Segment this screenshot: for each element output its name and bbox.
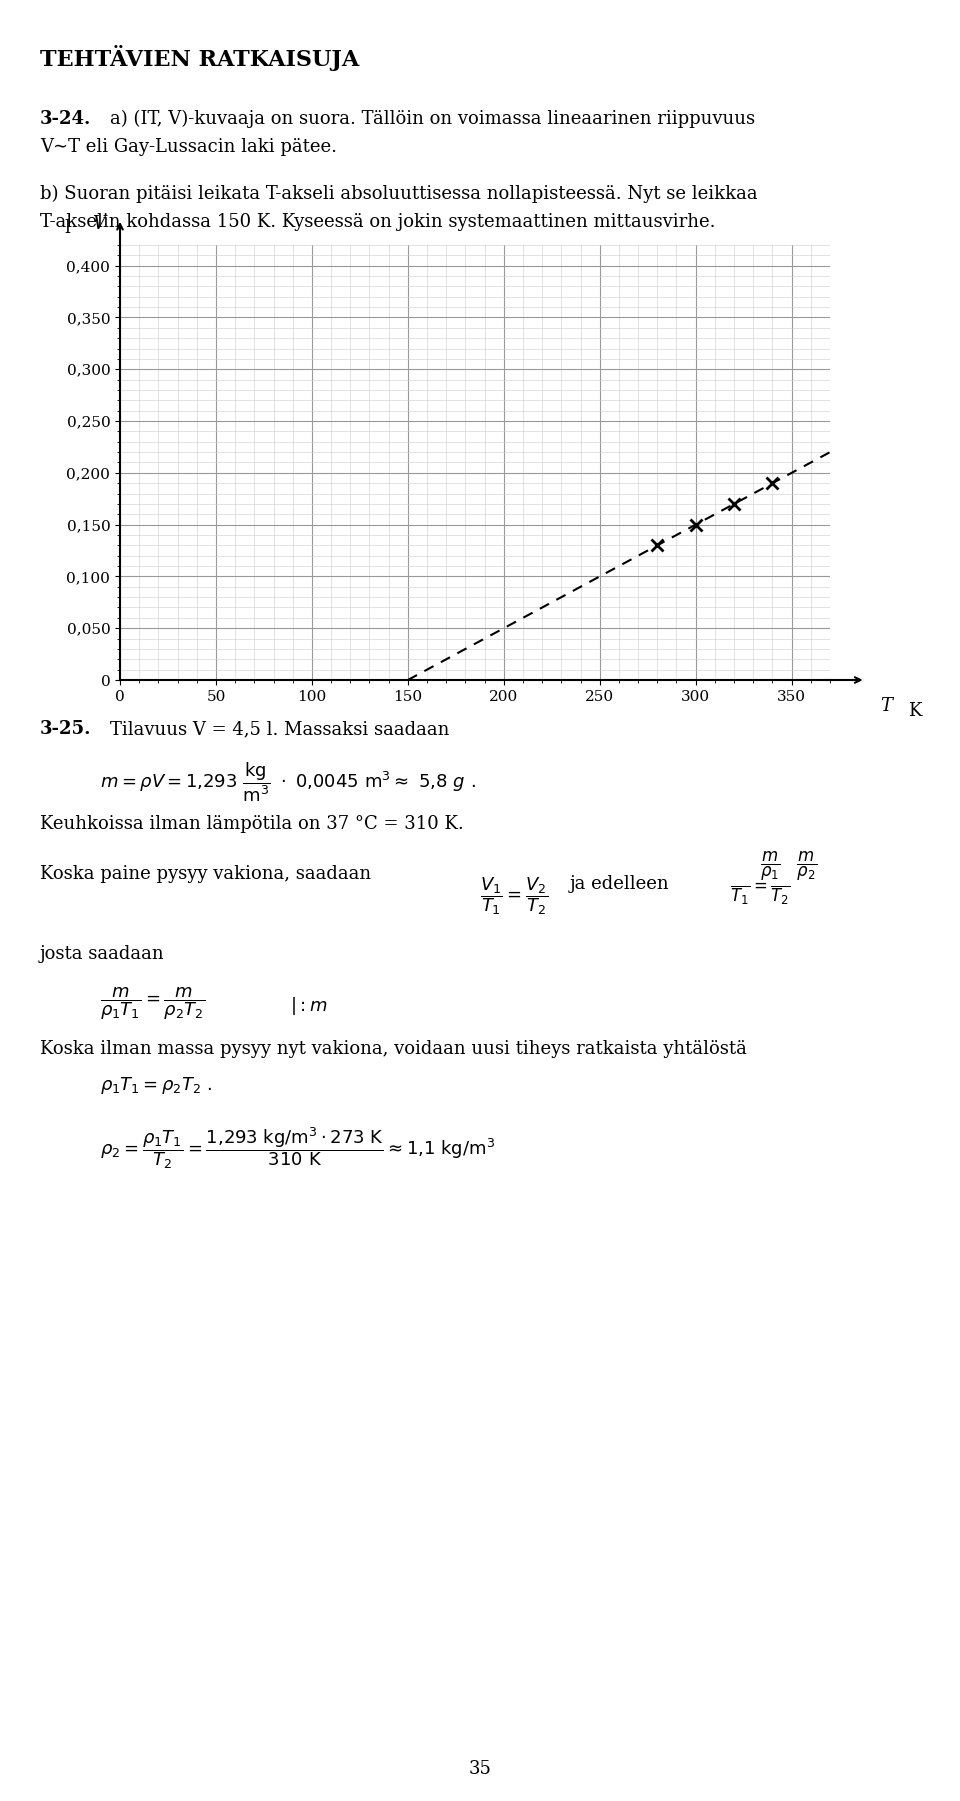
Text: $\dfrac{V_1}{T_1} = \dfrac{V_2}{T_2}$: $\dfrac{V_1}{T_1} = \dfrac{V_2}{T_2}$ [480,875,548,917]
Text: K: K [908,702,922,720]
Text: Koska paine pysyy vakiona, saadaan: Koska paine pysyy vakiona, saadaan [40,864,372,882]
Text: Koska ilman massa pysyy nyt vakiona, voidaan uusi tiheys ratkaista yhtälöstä: Koska ilman massa pysyy nyt vakiona, voi… [40,1039,747,1057]
Text: $\dfrac{\quad}{T_1} = \dfrac{\quad}{T_2}$: $\dfrac{\quad}{T_1} = \dfrac{\quad}{T_2}… [730,881,791,906]
Text: ja edelleen: ja edelleen [570,875,670,893]
Text: T-akselin kohdassa 150 K. Kyseessä on jokin systemaattinen mittausvirhe.: T-akselin kohdassa 150 K. Kyseessä on jo… [40,213,715,231]
Text: $|{:}m$: $|{:}m$ [290,994,327,1018]
Text: b) Suoran pitäisi leikata T-akseli absoluuttisessa nollapisteessä. Nyt se leikka: b) Suoran pitäisi leikata T-akseli absol… [40,186,757,204]
Text: V: V [91,214,105,232]
Text: T: T [879,697,892,715]
Text: l: l [64,220,70,238]
Text: Keuhkoissa ilman lämpötila on 37 °C = 310 K.: Keuhkoissa ilman lämpötila on 37 °C = 31… [40,816,464,834]
Text: $\dfrac{m}{\rho_1} \quad \dfrac{m}{\rho_2}$: $\dfrac{m}{\rho_1} \quad \dfrac{m}{\rho_… [760,850,817,882]
Text: TEHTÄVIEN RATKAISUJA: TEHTÄVIEN RATKAISUJA [40,45,359,70]
Text: $m = \rho V = 1{,}293\ \dfrac{\mathrm{kg}}{\mathrm{m}^3}\ \cdot\ 0{,}0045\ \math: $m = \rho V = 1{,}293\ \dfrac{\mathrm{kg… [100,760,476,803]
Text: V∼T eli Gay-Lussacin laki pätee.: V∼T eli Gay-Lussacin laki pätee. [40,139,337,157]
Text: $\rho_1 T_1 = \rho_2 T_2\ .$: $\rho_1 T_1 = \rho_2 T_2\ .$ [100,1075,212,1097]
Text: a) (IT, V)-kuvaaja on suora. Tällöin on voimassa lineaarinen riippuvuus: a) (IT, V)-kuvaaja on suora. Tällöin on … [110,110,756,128]
Text: josta saadaan: josta saadaan [40,946,164,964]
Text: $\dfrac{m}{\rho_1 T_1} = \dfrac{m}{\rho_2 T_2}$: $\dfrac{m}{\rho_1 T_1} = \dfrac{m}{\rho_… [100,985,205,1021]
Text: $\rho_2 = \dfrac{\rho_1 T_1}{T_2} = \dfrac{1{,}293\ \mathrm{kg/m}^3 \cdot 273\ \: $\rho_2 = \dfrac{\rho_1 T_1}{T_2} = \dfr… [100,1126,495,1171]
Text: 3-24.: 3-24. [40,110,91,128]
Text: 35: 35 [468,1760,492,1778]
Text: Tilavuus V = 4,5 l. Massaksi saadaan: Tilavuus V = 4,5 l. Massaksi saadaan [110,720,449,738]
Text: 3-25.: 3-25. [40,720,91,738]
